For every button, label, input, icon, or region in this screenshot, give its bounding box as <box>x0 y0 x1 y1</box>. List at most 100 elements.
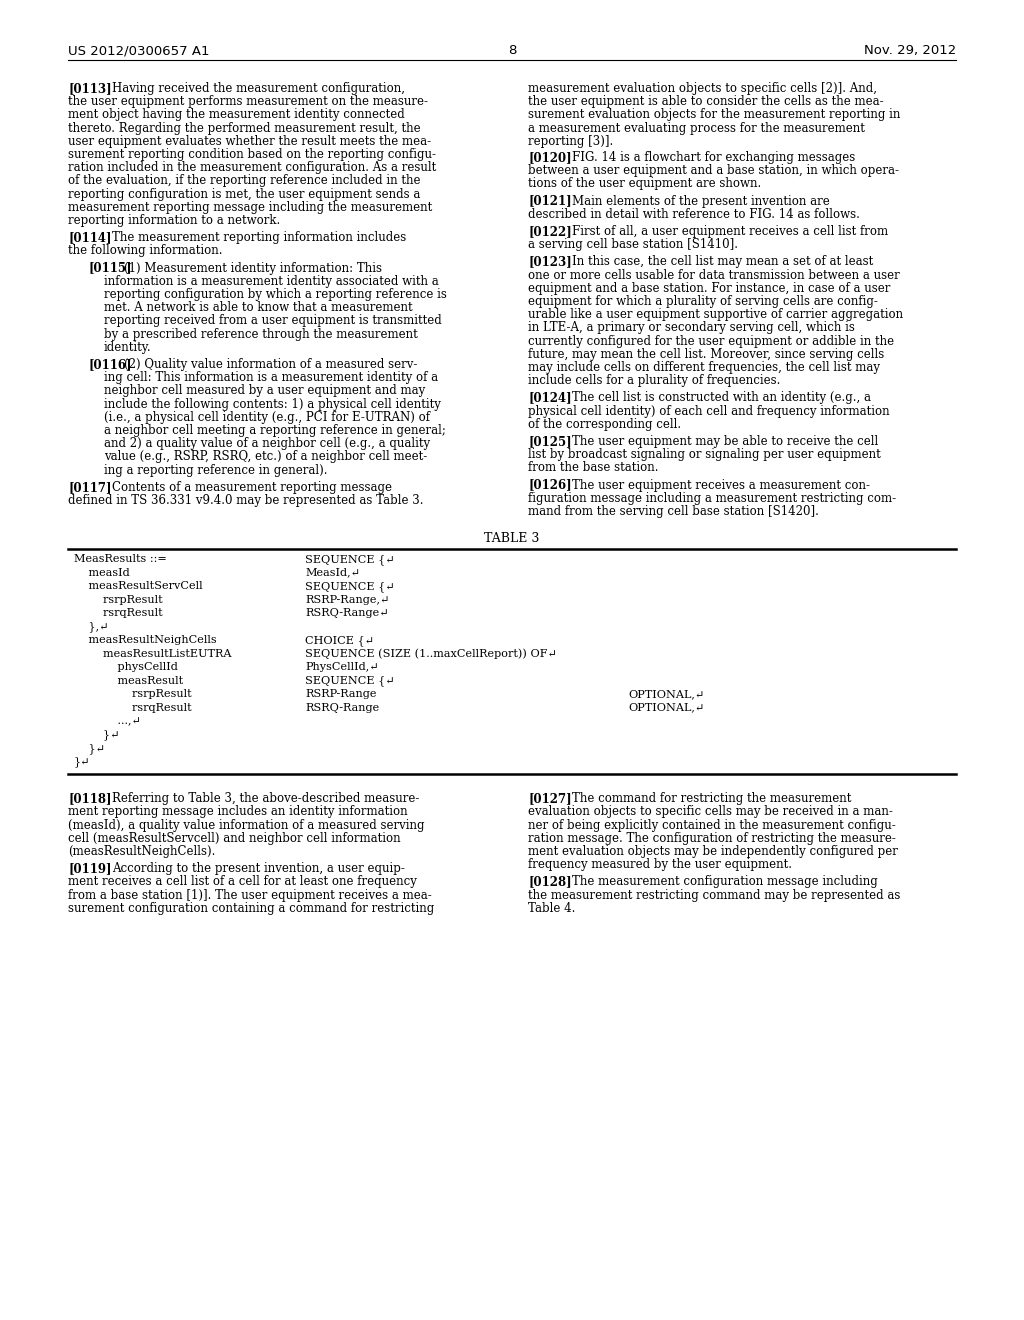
Text: ment evaluation objects may be independently configured per: ment evaluation objects may be independe… <box>528 845 898 858</box>
Text: from a base station [1)]. The user equipment receives a mea-: from a base station [1)]. The user equip… <box>68 888 432 902</box>
Text: and 2) a quality value of a neighbor cell (e.g., a quality: and 2) a quality value of a neighbor cel… <box>104 437 430 450</box>
Text: The measurement reporting information includes: The measurement reporting information in… <box>112 231 407 244</box>
Text: value (e.g., RSRP, RSRQ, etc.) of a neighbor cell meet-: value (e.g., RSRP, RSRQ, etc.) of a neig… <box>104 450 427 463</box>
Text: [0116]: [0116] <box>88 358 131 371</box>
Text: one or more cells usable for data transmission between a user: one or more cells usable for data transm… <box>528 268 900 281</box>
Text: urable like a user equipment supportive of carrier aggregation: urable like a user equipment supportive … <box>528 308 903 321</box>
Text: figuration message including a measurement restricting com-: figuration message including a measureme… <box>528 492 896 504</box>
Text: the measurement restricting command may be represented as: the measurement restricting command may … <box>528 888 900 902</box>
Text: information is a measurement identity associated with a: information is a measurement identity as… <box>104 275 438 288</box>
Text: [0122]: [0122] <box>528 224 571 238</box>
Text: in LTE-A, a primary or secondary serving cell, which is: in LTE-A, a primary or secondary serving… <box>528 321 855 334</box>
Text: (measResultNeighCells).: (measResultNeighCells). <box>68 845 215 858</box>
Text: [0114]: [0114] <box>68 231 112 244</box>
Text: of the corresponding cell.: of the corresponding cell. <box>528 418 681 430</box>
Text: Having received the measurement configuration,: Having received the measurement configur… <box>112 82 406 95</box>
Text: defined in TS 36.331 v9.4.0 may be represented as Table 3.: defined in TS 36.331 v9.4.0 may be repre… <box>68 494 424 507</box>
Text: rsrqResult: rsrqResult <box>74 609 163 618</box>
Text: cell (measResultServcell) and neighbor cell information: cell (measResultServcell) and neighbor c… <box>68 832 400 845</box>
Text: The cell list is constructed with an identity (e.g., a: The cell list is constructed with an ide… <box>572 392 871 404</box>
Text: }↵: }↵ <box>74 743 105 754</box>
Text: (2) Quality value information of a measured serv-: (2) Quality value information of a measu… <box>124 358 418 371</box>
Text: the following information.: the following information. <box>68 244 222 257</box>
Text: currently configured for the user equipment or addible in the: currently configured for the user equipm… <box>528 334 894 347</box>
Text: PhysCellId,↵: PhysCellId,↵ <box>305 663 379 672</box>
Text: SEQUENCE {↵: SEQUENCE {↵ <box>305 581 394 591</box>
Text: evaluation objects to specific cells may be received in a man-: evaluation objects to specific cells may… <box>528 805 893 818</box>
Text: [0123]: [0123] <box>528 255 571 268</box>
Text: a neighbor cell meeting a reporting reference in general;: a neighbor cell meeting a reporting refe… <box>104 424 445 437</box>
Text: measResultServCell: measResultServCell <box>74 581 203 591</box>
Text: [0117]: [0117] <box>68 480 112 494</box>
Text: (measId), a quality value information of a measured serving: (measId), a quality value information of… <box>68 818 425 832</box>
Text: rsrpResult: rsrpResult <box>74 595 163 605</box>
Text: Contents of a measurement reporting message: Contents of a measurement reporting mess… <box>112 480 392 494</box>
Text: the user equipment performs measurement on the measure-: the user equipment performs measurement … <box>68 95 428 108</box>
Text: met. A network is able to know that a measurement: met. A network is able to know that a me… <box>104 301 413 314</box>
Text: [0127]: [0127] <box>528 792 571 805</box>
Text: RSRQ-Range↵: RSRQ-Range↵ <box>305 609 389 618</box>
Text: According to the present invention, a user equip-: According to the present invention, a us… <box>112 862 404 875</box>
Text: OPTIONAL,↵: OPTIONAL,↵ <box>628 689 705 700</box>
Text: CHOICE {↵: CHOICE {↵ <box>305 635 374 645</box>
Text: future, may mean the cell list. Moreover, since serving cells: future, may mean the cell list. Moreover… <box>528 347 885 360</box>
Text: Referring to Table 3, the above-described measure-: Referring to Table 3, the above-describe… <box>112 792 420 805</box>
Text: MeasResults ::=: MeasResults ::= <box>74 554 167 564</box>
Text: rsrqResult: rsrqResult <box>74 702 191 713</box>
Text: (i.e., a physical cell identity (e.g., PCI for E-UTRAN) of: (i.e., a physical cell identity (e.g., P… <box>104 411 430 424</box>
Text: TABLE 3: TABLE 3 <box>484 532 540 545</box>
Text: list by broadcast signaling or signaling per user equipment: list by broadcast signaling or signaling… <box>528 449 881 461</box>
Text: ing a reporting reference in general).: ing a reporting reference in general). <box>104 463 328 477</box>
Text: reporting configuration is met, the user equipment sends a: reporting configuration is met, the user… <box>68 187 421 201</box>
Text: The user equipment may be able to receive the cell: The user equipment may be able to receiv… <box>572 436 879 447</box>
Text: US 2012/0300657 A1: US 2012/0300657 A1 <box>68 44 210 57</box>
Text: [0128]: [0128] <box>528 875 571 888</box>
Text: measResultNeighCells: measResultNeighCells <box>74 635 217 645</box>
Text: from the base station.: from the base station. <box>528 462 658 474</box>
Text: SEQUENCE (SIZE (1..maxCellReport)) OF↵: SEQUENCE (SIZE (1..maxCellReport)) OF↵ <box>305 648 557 659</box>
Text: FIG. 14 is a flowchart for exchanging messages: FIG. 14 is a flowchart for exchanging me… <box>572 150 855 164</box>
Text: In this case, the cell list may mean a set of at least: In this case, the cell list may mean a s… <box>572 255 873 268</box>
Text: }↵: }↵ <box>74 730 120 741</box>
Text: of the evaluation, if the reporting reference included in the: of the evaluation, if the reporting refe… <box>68 174 421 187</box>
Text: [0125]: [0125] <box>528 436 571 447</box>
Text: measResult: measResult <box>74 676 183 685</box>
Text: between a user equipment and a base station, in which opera-: between a user equipment and a base stat… <box>528 164 899 177</box>
Text: RSRP-Range,↵: RSRP-Range,↵ <box>305 595 389 605</box>
Text: a serving cell base station [S1410].: a serving cell base station [S1410]. <box>528 238 738 251</box>
Text: measurement reporting message including the measurement: measurement reporting message including … <box>68 201 432 214</box>
Text: Nov. 29, 2012: Nov. 29, 2012 <box>864 44 956 57</box>
Text: (1) Measurement identity information: This: (1) Measurement identity information: Th… <box>124 261 382 275</box>
Text: [0113]: [0113] <box>68 82 112 95</box>
Text: physCellId: physCellId <box>74 663 178 672</box>
Text: ner of being explicitly contained in the measurement configu-: ner of being explicitly contained in the… <box>528 818 896 832</box>
Text: mand from the serving cell base station [S1420].: mand from the serving cell base station … <box>528 506 819 517</box>
Text: First of all, a user equipment receives a cell list from: First of all, a user equipment receives … <box>572 224 888 238</box>
Text: ...,↵: ...,↵ <box>74 717 141 726</box>
Text: the user equipment is able to consider the cells as the mea-: the user equipment is able to consider t… <box>528 95 884 108</box>
Text: ment object having the measurement identity connected: ment object having the measurement ident… <box>68 108 404 121</box>
Text: },↵: },↵ <box>74 622 109 632</box>
Text: identity.: identity. <box>104 341 152 354</box>
Text: Main elements of the present invention are: Main elements of the present invention a… <box>572 194 829 207</box>
Text: [0120]: [0120] <box>528 150 571 164</box>
Text: [0115]: [0115] <box>88 261 131 275</box>
Text: ration included in the measurement configuration. As a result: ration included in the measurement confi… <box>68 161 436 174</box>
Text: [0118]: [0118] <box>68 792 112 805</box>
Text: SEQUENCE {↵: SEQUENCE {↵ <box>305 676 394 686</box>
Text: The command for restricting the measurement: The command for restricting the measurem… <box>572 792 851 805</box>
Text: [0121]: [0121] <box>528 194 571 207</box>
Text: ment reporting message includes an identity information: ment reporting message includes an ident… <box>68 805 408 818</box>
Text: [0119]: [0119] <box>68 862 112 875</box>
Text: include cells for a plurality of frequencies.: include cells for a plurality of frequen… <box>528 374 780 387</box>
Text: measId: measId <box>74 568 130 578</box>
Text: RSRQ-Range: RSRQ-Range <box>305 702 379 713</box>
Text: }↵: }↵ <box>74 756 90 767</box>
Text: may include cells on different frequencies, the cell list may: may include cells on different frequenci… <box>528 360 880 374</box>
Text: surement reporting condition based on the reporting configu-: surement reporting condition based on th… <box>68 148 436 161</box>
Text: neighbor cell measured by a user equipment and may: neighbor cell measured by a user equipme… <box>104 384 425 397</box>
Text: measurement evaluation objects to specific cells [2)]. And,: measurement evaluation objects to specif… <box>528 82 877 95</box>
Text: surement configuration containing a command for restricting: surement configuration containing a comm… <box>68 902 434 915</box>
Text: OPTIONAL,↵: OPTIONAL,↵ <box>628 702 705 713</box>
Text: measResultListEUTRA: measResultListEUTRA <box>74 648 231 659</box>
